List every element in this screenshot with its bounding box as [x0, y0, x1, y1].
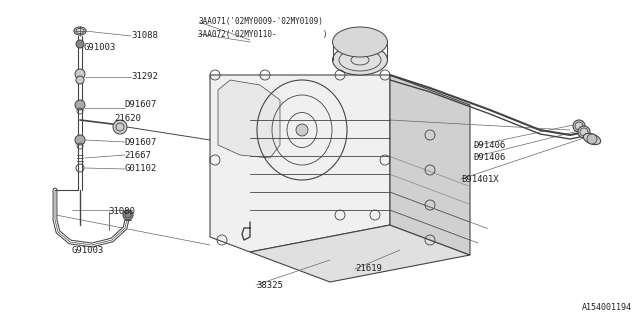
Polygon shape: [218, 80, 280, 158]
Circle shape: [296, 124, 308, 136]
Circle shape: [76, 76, 84, 84]
Text: 21620: 21620: [114, 114, 141, 123]
Text: G91003: G91003: [83, 43, 115, 52]
Text: D91607: D91607: [125, 100, 157, 108]
Polygon shape: [390, 75, 470, 255]
Text: 38325: 38325: [256, 281, 283, 290]
Text: D91406: D91406: [474, 153, 506, 162]
Text: 3AA071('02MY0009-'02MY0109): 3AA071('02MY0009-'02MY0109): [198, 17, 323, 26]
Text: G91003: G91003: [72, 246, 104, 255]
Text: 3AA072('02MY0110-          ): 3AA072('02MY0110- ): [198, 30, 328, 39]
Text: 31080: 31080: [109, 207, 136, 216]
Text: 31292: 31292: [131, 72, 158, 81]
Circle shape: [75, 135, 85, 145]
Text: 21619: 21619: [355, 264, 382, 273]
Circle shape: [75, 100, 85, 110]
Text: A154001194: A154001194: [582, 303, 632, 312]
Circle shape: [123, 210, 133, 220]
Polygon shape: [210, 75, 390, 252]
Text: D91406: D91406: [474, 141, 506, 150]
Text: D91607: D91607: [125, 138, 157, 147]
Text: 21667: 21667: [125, 151, 152, 160]
Circle shape: [76, 40, 84, 48]
Ellipse shape: [333, 27, 387, 57]
Ellipse shape: [584, 133, 600, 145]
Text: B91401X: B91401X: [461, 175, 499, 184]
Text: G01102: G01102: [125, 164, 157, 173]
Text: 31088: 31088: [131, 31, 158, 40]
Ellipse shape: [333, 45, 387, 75]
Circle shape: [75, 69, 85, 79]
Ellipse shape: [74, 27, 86, 35]
Circle shape: [578, 126, 590, 138]
Circle shape: [587, 134, 597, 144]
Circle shape: [573, 120, 585, 132]
Polygon shape: [250, 225, 470, 282]
Circle shape: [113, 120, 127, 134]
